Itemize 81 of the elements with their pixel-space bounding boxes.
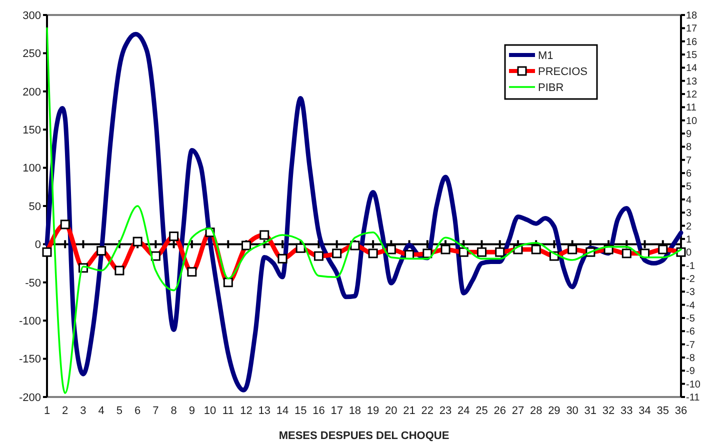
y2-tick-label: 7	[686, 155, 692, 166]
y2-tick-label: -10	[686, 379, 701, 390]
x-tick-label: 30	[566, 405, 578, 417]
y2-tick-label: 12	[686, 90, 698, 101]
x-tick-label: 25	[476, 405, 488, 417]
legend-label: M1	[538, 50, 554, 62]
x-tick-label: 3	[80, 405, 86, 417]
x-tick-label: 2	[62, 405, 68, 417]
y-tick-label: -50	[25, 277, 41, 290]
y2-tick-label: 9	[686, 129, 692, 140]
y2-tick-label: 2	[686, 221, 692, 232]
x-tick-label: 34	[638, 405, 651, 417]
y2-tick-label: 0	[686, 248, 692, 259]
x-tick-label: 29	[548, 405, 560, 417]
y-tick-label: -150	[18, 354, 41, 366]
x-tick-label: 17	[330, 405, 343, 417]
y2-tick-label: 3	[686, 208, 692, 220]
x-tick-label: 32	[602, 405, 615, 417]
y-tick-label: 250	[22, 48, 41, 60]
x-tick-label: 5	[116, 405, 123, 417]
y-tick-label: -200	[18, 392, 41, 404]
y2-tick-label: -6	[686, 326, 696, 338]
x-tick-label: 6	[134, 405, 141, 417]
y2-tick-label: -7	[686, 340, 696, 351]
y2-tick-label: 4	[686, 194, 692, 206]
y2-tick-label: -11	[686, 392, 700, 404]
y2-tick-label: -1	[686, 260, 696, 272]
x-tick-label: 31	[584, 405, 597, 417]
y2-tick-label: 11	[686, 102, 697, 114]
y-tick-label: 300	[22, 10, 41, 22]
x-tick-label: 10	[204, 405, 216, 417]
x-tick-label: 33	[620, 405, 633, 417]
x-tick-label: 19	[366, 405, 380, 417]
x-tick-label: 28	[530, 405, 542, 417]
x-tick-label: 12	[240, 405, 252, 417]
x-tick-label: 8	[170, 405, 177, 417]
x-tick-label: 26	[494, 405, 506, 417]
x-tick-label: 13	[258, 405, 270, 417]
y2-tick-label: 16	[686, 36, 698, 48]
legend-label: PIBR	[538, 82, 564, 94]
x-tick-label: 21	[403, 405, 416, 417]
y-tick-label: 200	[22, 86, 41, 98]
x-tick-label: 22	[421, 405, 434, 417]
x-tick-label: 23	[439, 405, 452, 417]
y-tick-label: 100	[22, 162, 41, 175]
x-tick-label: 18	[348, 405, 362, 417]
y2-tick-label: 14	[686, 63, 698, 74]
x-axis-title: MESES DESPUES DEL CHOQUE	[278, 430, 450, 442]
x-tick-label: 16	[312, 405, 325, 417]
x-tick-label: 15	[294, 405, 307, 417]
x-tick-label: 9	[188, 405, 195, 417]
y2-tick-label: 18	[686, 10, 698, 22]
x-tick-label: 24	[458, 405, 470, 417]
y2-tick-label: -9	[686, 366, 696, 378]
y2-tick-label: 10	[686, 116, 698, 127]
y2-tick-label: 5	[686, 182, 692, 193]
x-tick-label: 7	[152, 405, 159, 417]
y-tick-label: 50	[28, 200, 41, 213]
legend-label: PRECIOS	[538, 66, 588, 78]
y2-tick-label: 13	[686, 76, 698, 88]
y2-tick-label: 15	[686, 50, 698, 62]
x-tick-label: 1	[44, 405, 50, 417]
y-tick-label: 0	[34, 239, 41, 252]
x-tick-label: 11	[222, 405, 234, 417]
y2-tick-label: -2	[686, 274, 696, 285]
y2-tick-label: -3	[686, 287, 696, 298]
x-tick-label: 36	[674, 405, 688, 417]
y2-tick-label: 6	[686, 168, 692, 180]
y-tick-label: 150	[22, 124, 41, 136]
x-tick-label: 20	[385, 405, 398, 417]
y2-tick-label: 8	[686, 142, 692, 154]
y2-tick-label: 17	[686, 24, 698, 35]
x-tick-label: 35	[656, 405, 670, 417]
y2-tick-label: -5	[686, 313, 696, 324]
x-tick-label: 4	[98, 405, 104, 417]
y2-tick-label: -4	[686, 300, 696, 312]
x-tick-label: 14	[276, 405, 289, 417]
x-tick-label: 27	[512, 405, 524, 417]
y2-tick-label: 1	[686, 234, 692, 246]
y2-tick-label: -8	[686, 352, 696, 364]
y-tick-label: -100	[18, 315, 41, 328]
